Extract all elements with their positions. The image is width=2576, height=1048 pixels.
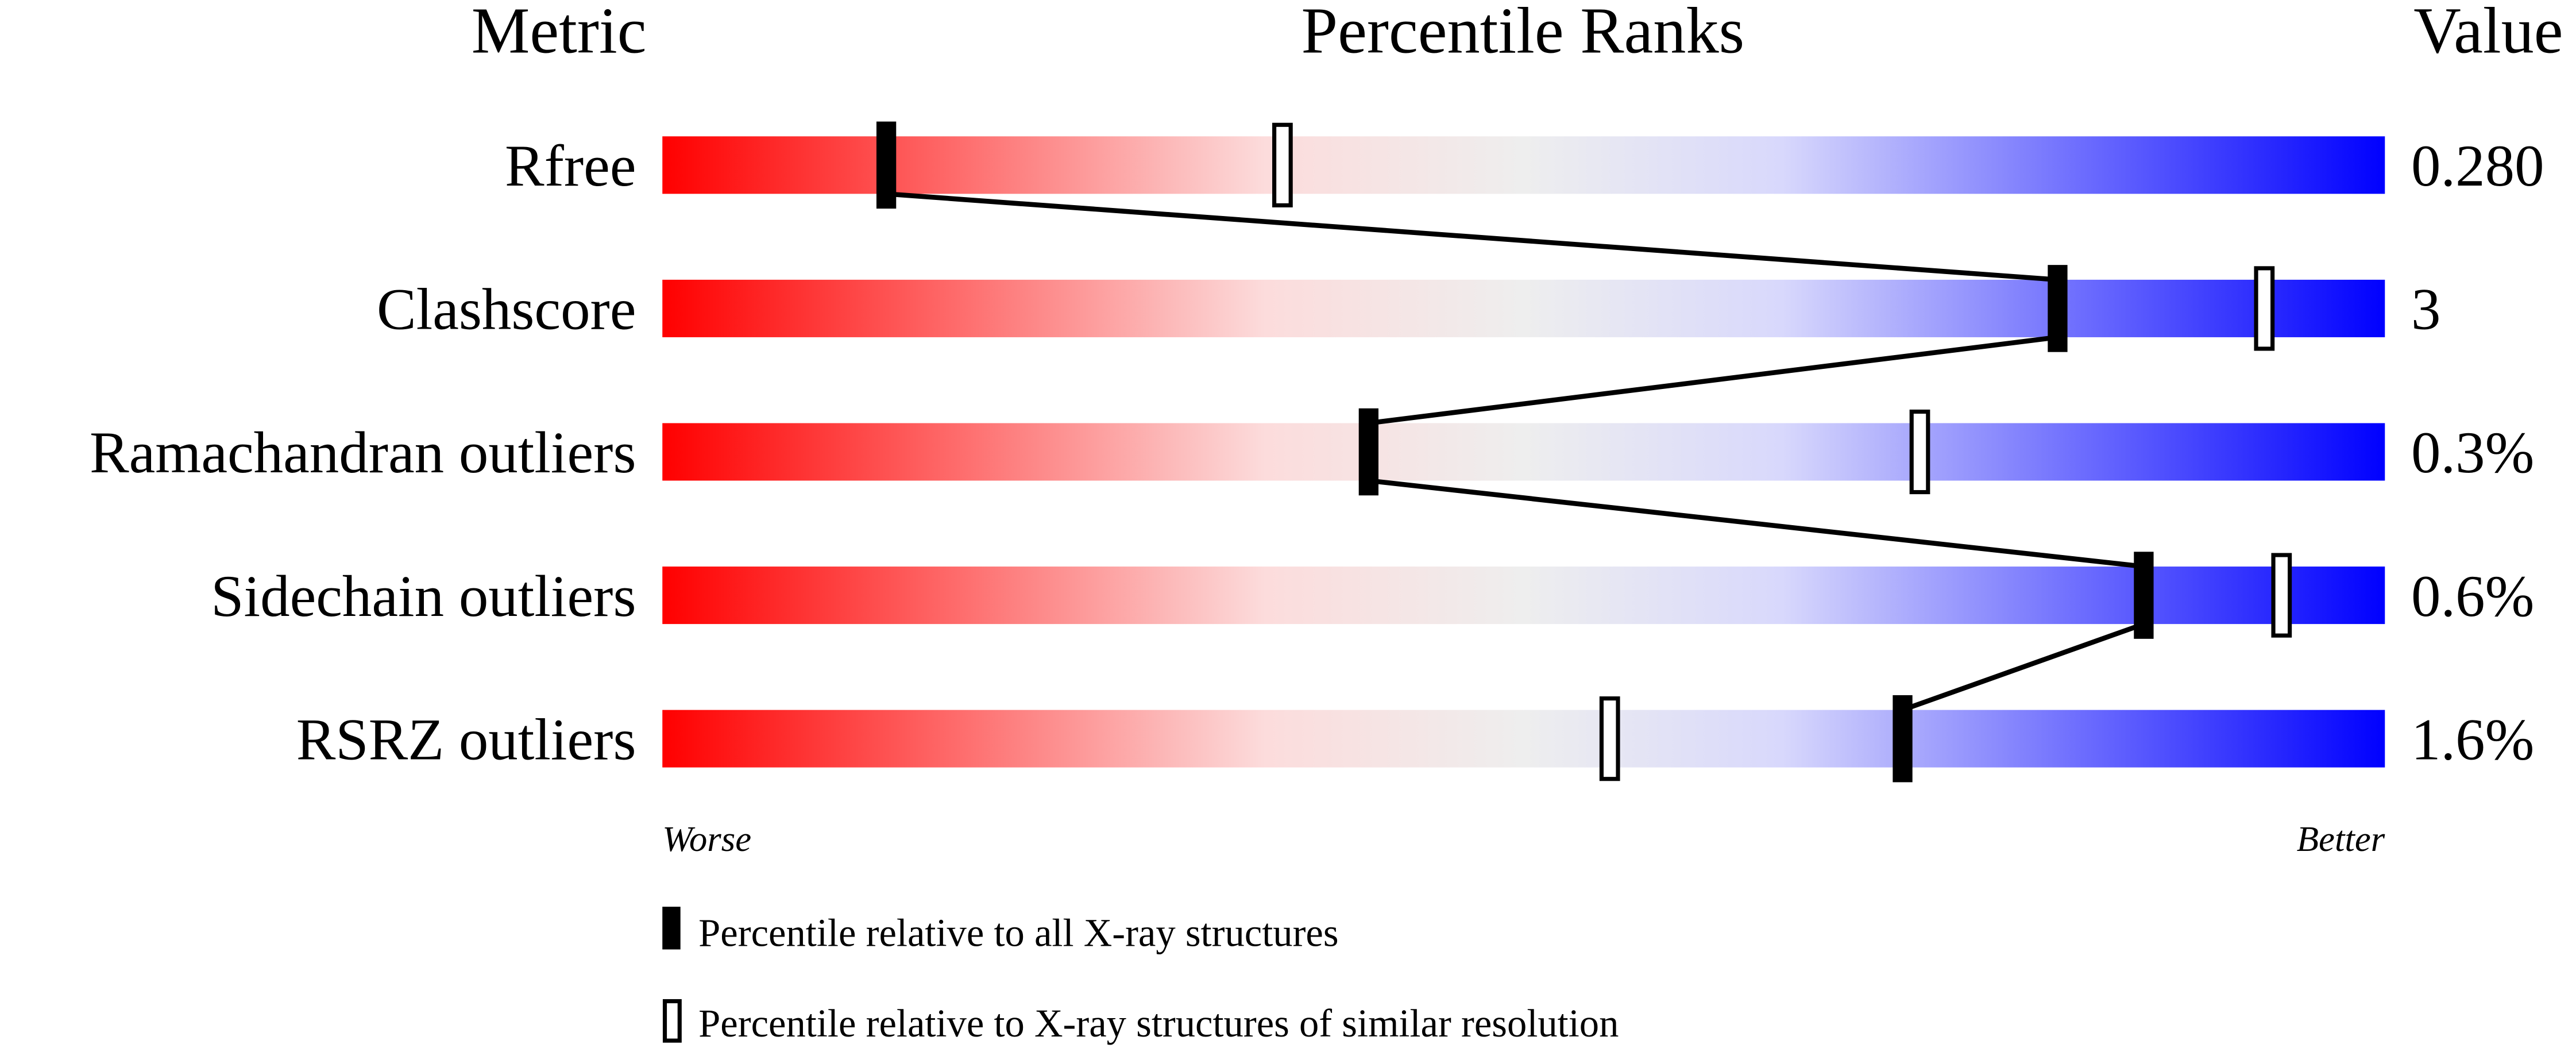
metric-value: 1.6% xyxy=(2411,707,2534,772)
legend-open-marker-icon xyxy=(662,999,682,1043)
axis-label-better: Better xyxy=(2297,819,2385,859)
header-percentile-ranks: Percentile Ranks xyxy=(1301,0,1745,67)
axis-label-worse: Worse xyxy=(662,819,751,859)
marker-similar-resolution xyxy=(1909,409,1930,495)
metric-value: 3 xyxy=(2411,277,2440,342)
marker-all-structures xyxy=(2048,265,2068,352)
connector-line xyxy=(886,191,2058,283)
marker-all-structures xyxy=(876,121,897,209)
marker-similar-resolution xyxy=(1272,122,1293,207)
metric-label: RSRZ outliers xyxy=(296,707,636,772)
connector-line xyxy=(1368,334,2058,426)
header-metric: Metric xyxy=(472,0,647,67)
metric-label: Sidechain outliers xyxy=(211,564,636,629)
metric-label: Clashscore xyxy=(377,277,636,342)
marker-all-structures xyxy=(1358,408,1378,496)
marker-all-structures xyxy=(2134,552,2154,639)
metric-value: 0.3% xyxy=(2411,420,2534,486)
percentile-bar xyxy=(662,423,2385,481)
marker-similar-resolution xyxy=(2271,553,2292,638)
header-value: Value xyxy=(2413,0,2563,67)
legend-filled-marker-icon xyxy=(662,907,681,950)
metric-label: Rfree xyxy=(505,133,636,199)
percentile-bar xyxy=(662,567,2385,625)
metric-label: Ramachandran outliers xyxy=(90,420,636,486)
connector-line xyxy=(1902,622,2145,712)
legend-label-similar: Percentile relative to X-ray structures … xyxy=(698,1001,1619,1045)
metric-value: 0.6% xyxy=(2411,564,2534,629)
metric-value: 0.280 xyxy=(2411,133,2544,199)
marker-similar-resolution xyxy=(1599,696,1620,781)
marker-similar-resolution xyxy=(2254,266,2275,351)
connector-line xyxy=(1368,478,2144,569)
percentile-bar xyxy=(662,710,2385,768)
marker-all-structures xyxy=(1893,695,1913,783)
legend-label-all: Percentile relative to all X-ray structu… xyxy=(698,911,1338,955)
percentile-bar xyxy=(662,136,2385,194)
percentile-bar xyxy=(662,279,2385,337)
